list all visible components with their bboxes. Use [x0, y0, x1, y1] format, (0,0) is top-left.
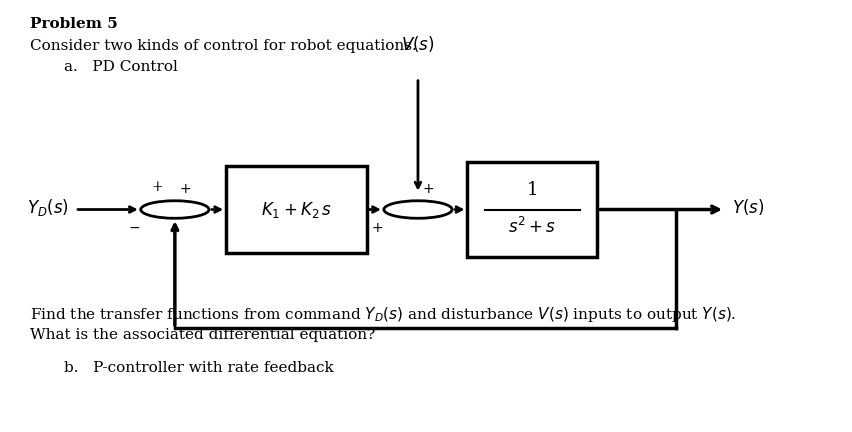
Text: +: +: [371, 221, 383, 235]
Text: $Y(s)$: $Y(s)$: [731, 197, 763, 217]
Text: −: −: [128, 221, 140, 235]
Text: 1: 1: [526, 181, 538, 199]
Bar: [467, 162, 596, 257]
Text: $s^2+s$: $s^2+s$: [508, 217, 556, 238]
Bar: [226, 166, 366, 253]
Text: +: +: [179, 181, 191, 196]
Text: $K_1 + K_2\, s$: $K_1 + K_2\, s$: [261, 200, 331, 219]
Text: Consider two kinds of control for robot equations.: Consider two kinds of control for robot …: [30, 39, 416, 53]
Text: What is the associated differential equation?: What is the associated differential equa…: [30, 328, 375, 342]
Text: b.   P-controller with rate feedback: b. P-controller with rate feedback: [64, 361, 333, 375]
Text: $V(s)$: $V(s)$: [400, 34, 435, 54]
Text: +: +: [422, 181, 434, 196]
Text: Problem 5: Problem 5: [30, 17, 118, 31]
Text: a.   PD Control: a. PD Control: [64, 60, 177, 74]
Text: Find the transfer functions from command $Y_D(s)$ and disturbance $V(s)$ inputs : Find the transfer functions from command…: [30, 305, 735, 324]
Text: +: +: [152, 180, 164, 194]
Text: $Y_D(s)$: $Y_D(s)$: [27, 197, 69, 218]
